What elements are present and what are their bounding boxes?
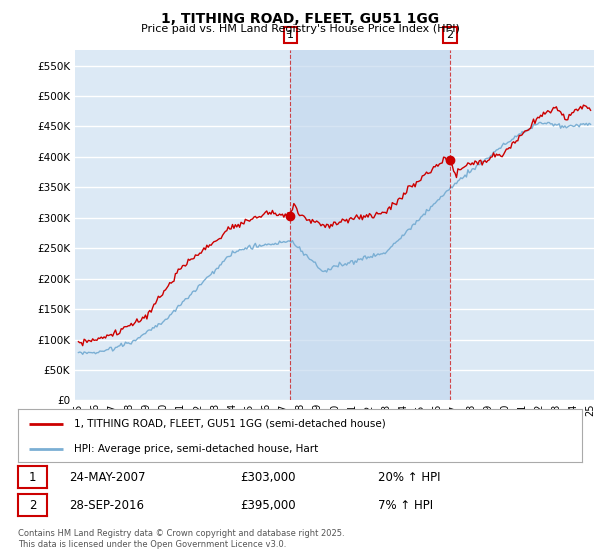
Text: Price paid vs. HM Land Registry's House Price Index (HPI): Price paid vs. HM Land Registry's House …: [140, 24, 460, 34]
Text: 1, TITHING ROAD, FLEET, GU51 1GG: 1, TITHING ROAD, FLEET, GU51 1GG: [161, 12, 439, 26]
Text: 2: 2: [29, 498, 36, 512]
Bar: [290, 50, 450, 400]
Text: HPI: Average price, semi-detached house, Hart: HPI: Average price, semi-detached house,…: [74, 444, 319, 454]
Text: £395,000: £395,000: [240, 498, 296, 512]
Text: 2: 2: [446, 30, 454, 40]
Text: 20% ↑ HPI: 20% ↑ HPI: [378, 470, 440, 484]
Text: 1: 1: [29, 470, 36, 484]
Text: Contains HM Land Registry data © Crown copyright and database right 2025.
This d: Contains HM Land Registry data © Crown c…: [18, 529, 344, 549]
Text: 1: 1: [287, 30, 294, 40]
Text: 7% ↑ HPI: 7% ↑ HPI: [378, 498, 433, 512]
Text: 28-SEP-2016: 28-SEP-2016: [69, 498, 144, 512]
Text: 24-MAY-2007: 24-MAY-2007: [69, 470, 146, 484]
Text: £303,000: £303,000: [240, 470, 296, 484]
Text: 1, TITHING ROAD, FLEET, GU51 1GG (semi-detached house): 1, TITHING ROAD, FLEET, GU51 1GG (semi-d…: [74, 419, 386, 429]
